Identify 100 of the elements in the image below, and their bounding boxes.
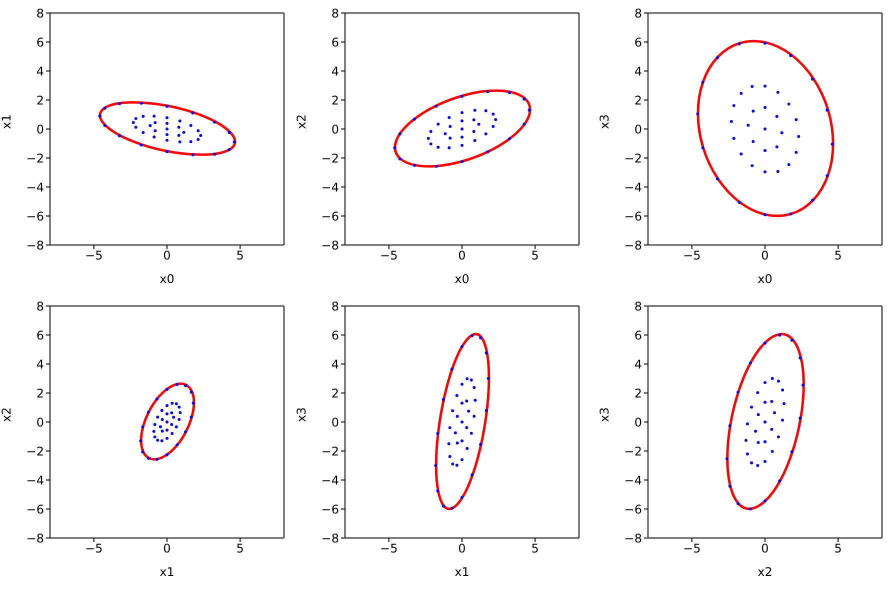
y-axis-title: x3 bbox=[597, 407, 612, 422]
y-axis-title: x1 bbox=[0, 114, 14, 129]
x-tick-label: 0 bbox=[163, 248, 171, 263]
point bbox=[770, 400, 774, 404]
point bbox=[174, 402, 178, 406]
x-tick-label: 5 bbox=[236, 248, 244, 263]
point bbox=[738, 200, 741, 204]
point bbox=[140, 143, 143, 146]
point bbox=[802, 384, 805, 387]
y-tick-label: 4 bbox=[634, 357, 642, 372]
point bbox=[776, 90, 780, 94]
point bbox=[764, 460, 766, 463]
point bbox=[451, 462, 454, 466]
point bbox=[728, 484, 732, 488]
point bbox=[451, 409, 454, 412]
point bbox=[748, 362, 752, 365]
point bbox=[732, 136, 736, 140]
point bbox=[811, 78, 814, 81]
point bbox=[454, 431, 457, 434]
point bbox=[434, 464, 438, 467]
point bbox=[797, 135, 800, 138]
y-tick-label: 2 bbox=[36, 386, 44, 400]
point bbox=[508, 137, 512, 140]
point bbox=[826, 174, 829, 178]
point bbox=[473, 138, 476, 142]
y-tick-label: 8 bbox=[331, 6, 339, 20]
point bbox=[750, 461, 754, 464]
point bbox=[148, 124, 152, 128]
point bbox=[444, 132, 447, 136]
point bbox=[794, 150, 798, 154]
y-tick-label: −6 bbox=[321, 502, 339, 516]
y-tick-label: −6 bbox=[624, 502, 642, 516]
point bbox=[170, 422, 174, 426]
x-tick-label: 0 bbox=[163, 542, 171, 556]
point bbox=[228, 130, 231, 134]
y-axis-title: x3 bbox=[294, 407, 308, 422]
point bbox=[790, 450, 794, 454]
y-tick-label: −8 bbox=[321, 531, 339, 546]
x-tick-label: 0 bbox=[761, 248, 769, 263]
point bbox=[398, 157, 402, 160]
point bbox=[153, 435, 156, 438]
point bbox=[798, 416, 802, 420]
y-tick-label: 0 bbox=[634, 122, 642, 136]
point bbox=[750, 164, 754, 168]
y-tick-label: −4 bbox=[624, 473, 642, 488]
point bbox=[484, 109, 488, 112]
point bbox=[450, 368, 454, 371]
point bbox=[429, 130, 432, 133]
point bbox=[456, 414, 459, 418]
point bbox=[434, 164, 438, 168]
point bbox=[192, 402, 195, 405]
point bbox=[442, 504, 445, 508]
y-tick-label: −2 bbox=[624, 151, 642, 166]
point bbox=[190, 416, 193, 419]
y-tick-label: 4 bbox=[36, 64, 44, 78]
point bbox=[170, 402, 174, 405]
x-tick-label: −5 bbox=[380, 248, 398, 263]
y-tick-label: 8 bbox=[36, 6, 44, 20]
point bbox=[412, 164, 416, 167]
y-tick-label: −2 bbox=[26, 444, 44, 458]
point bbox=[492, 125, 495, 128]
point bbox=[460, 119, 464, 122]
x-tick-label: −5 bbox=[683, 248, 701, 263]
point bbox=[460, 144, 464, 147]
x-axis-title: x1 bbox=[160, 565, 174, 579]
point bbox=[178, 406, 181, 409]
point bbox=[228, 148, 231, 152]
point bbox=[450, 506, 454, 510]
point bbox=[752, 140, 755, 143]
y-tick-label: 6 bbox=[634, 35, 642, 50]
point bbox=[177, 126, 180, 129]
y-tick-label: 4 bbox=[36, 357, 44, 372]
point bbox=[118, 134, 121, 138]
x-tick-label: −5 bbox=[380, 542, 398, 556]
point bbox=[781, 388, 784, 392]
point bbox=[460, 94, 464, 98]
point bbox=[794, 118, 798, 122]
point bbox=[141, 425, 144, 428]
point bbox=[189, 124, 192, 128]
point bbox=[470, 432, 473, 435]
point bbox=[492, 112, 495, 116]
y-tick-label: −4 bbox=[26, 180, 44, 194]
point bbox=[158, 425, 162, 428]
point bbox=[178, 418, 181, 422]
point bbox=[460, 136, 464, 139]
point bbox=[154, 121, 157, 124]
point bbox=[780, 131, 784, 134]
point bbox=[166, 404, 168, 408]
point bbox=[142, 130, 145, 134]
point bbox=[770, 377, 774, 380]
point bbox=[191, 112, 194, 115]
point bbox=[716, 177, 719, 180]
y-axis-title: x2 bbox=[0, 407, 14, 422]
point bbox=[460, 128, 464, 130]
point bbox=[156, 438, 160, 442]
x-tick-label: 5 bbox=[531, 542, 539, 556]
y-tick-label: −2 bbox=[321, 444, 339, 458]
point bbox=[736, 502, 740, 506]
point bbox=[764, 400, 766, 404]
x-axis-title: x0 bbox=[758, 272, 772, 286]
